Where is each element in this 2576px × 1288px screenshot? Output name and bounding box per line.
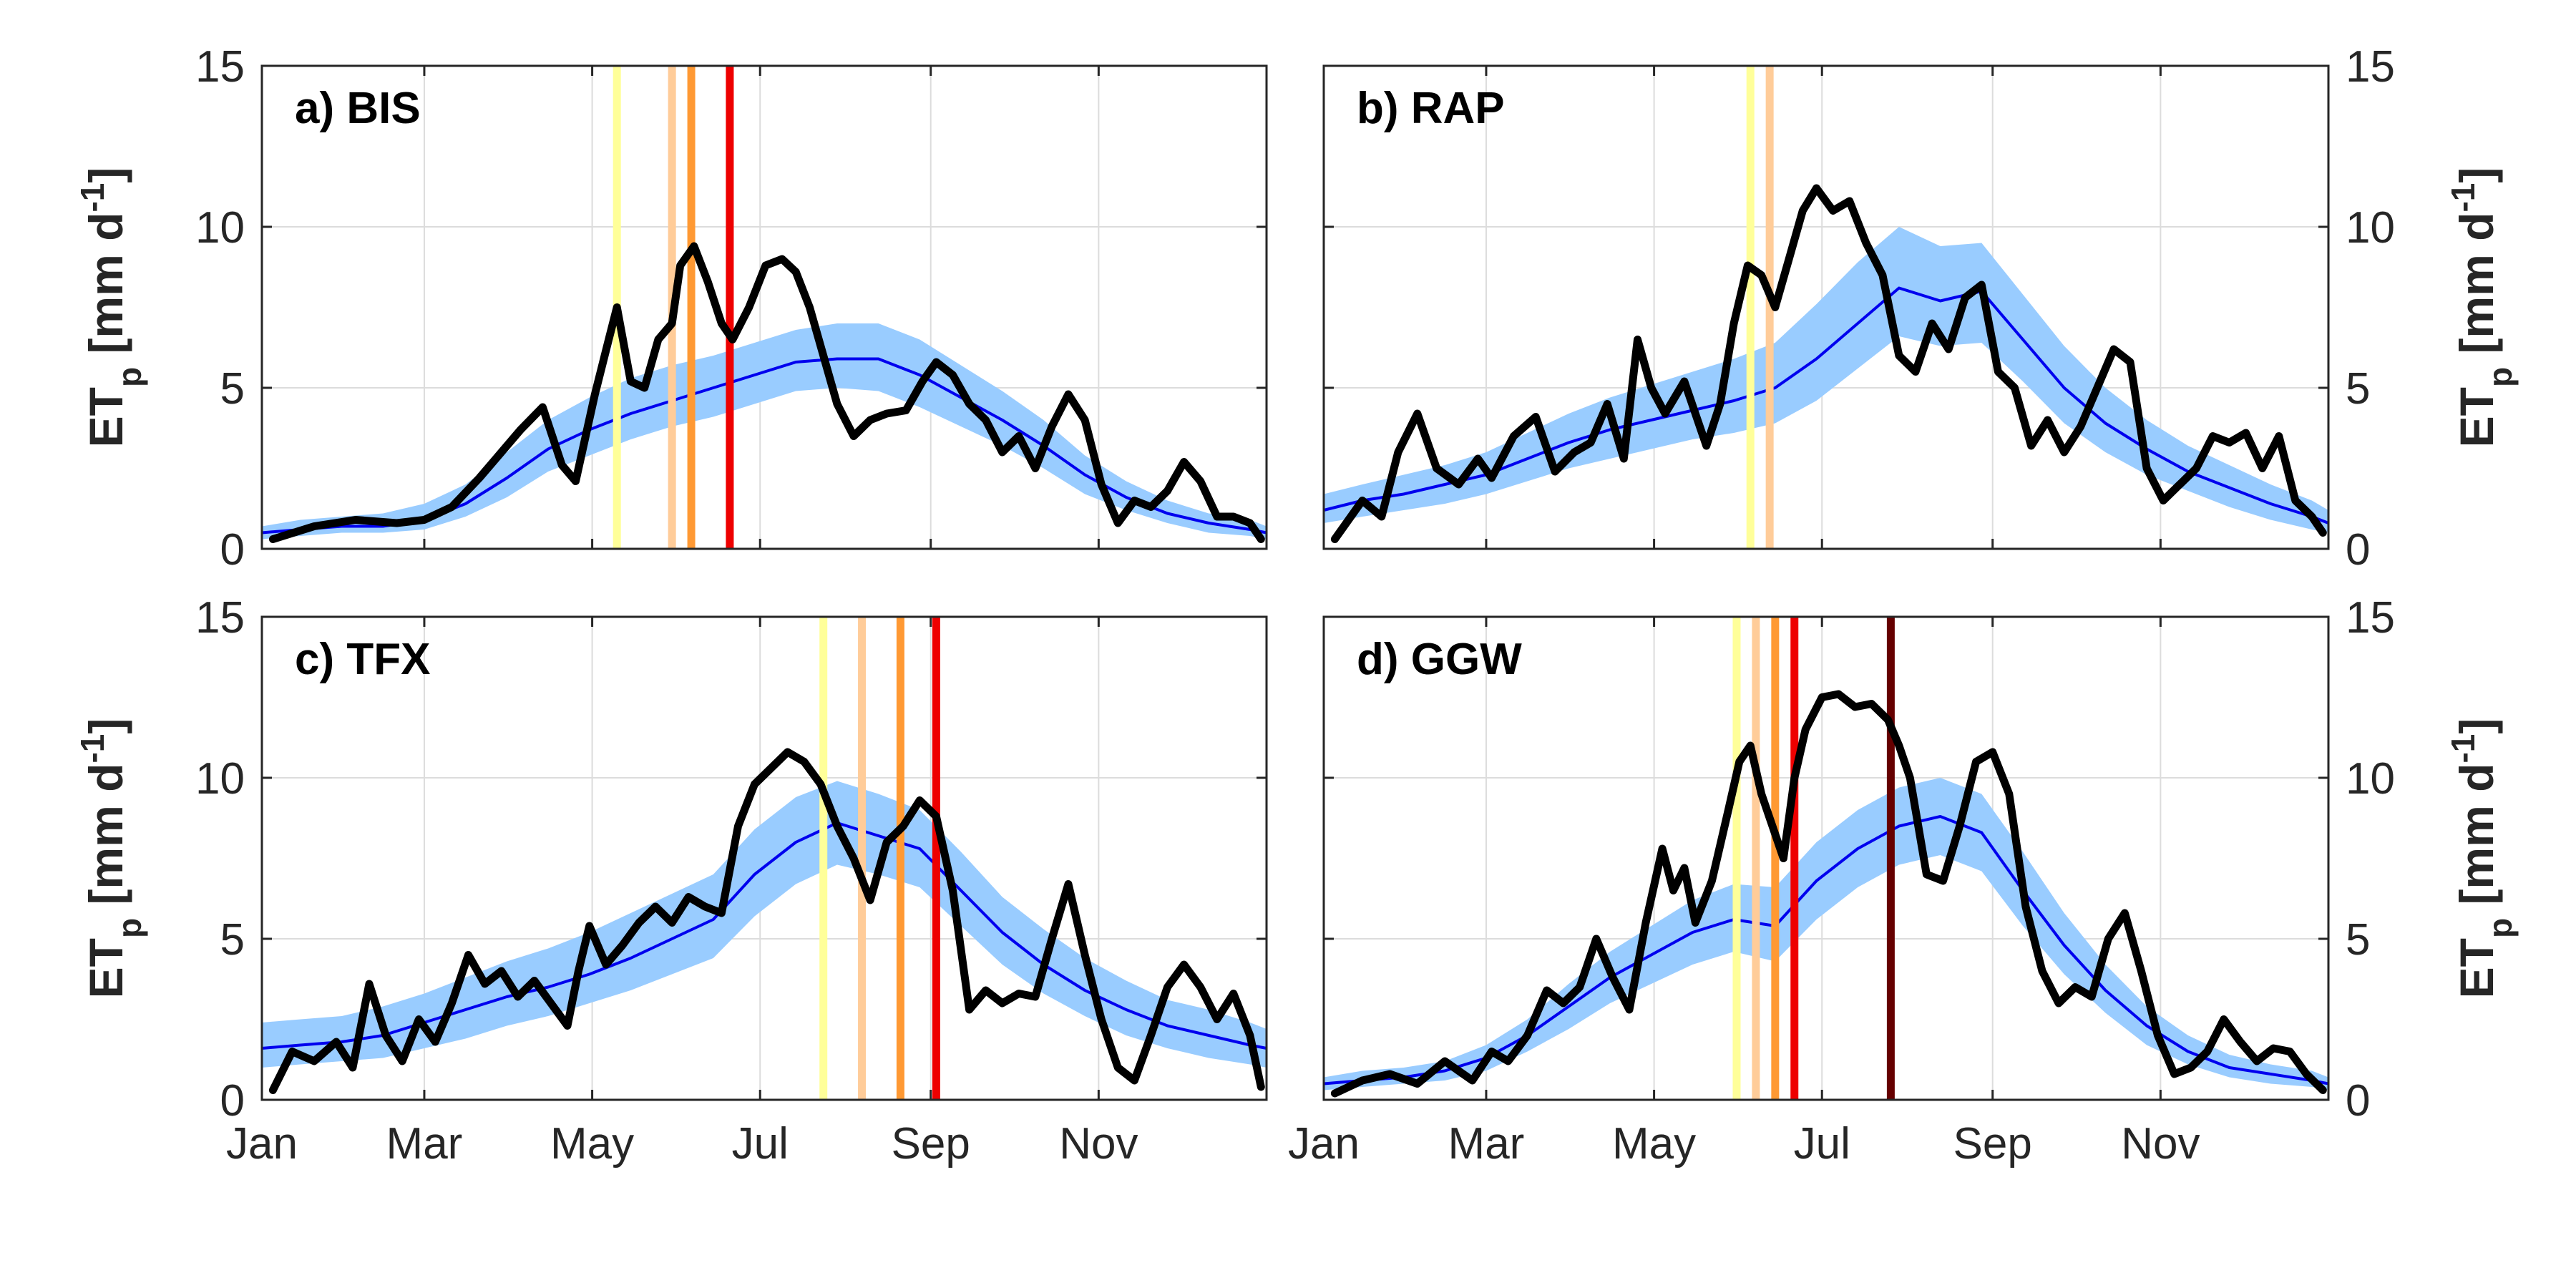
y-tick-label: 10 (2346, 203, 2395, 253)
range-band (1324, 778, 2328, 1091)
y-tick-label: 5 (220, 364, 245, 414)
x-tick-label: Sep (892, 1119, 970, 1169)
y-axis-label-part: p (111, 367, 148, 387)
y-axis-label-part: ] (2450, 167, 2503, 183)
x-tick-label: May (550, 1119, 634, 1169)
y-axis-label-part: -1 (2444, 183, 2482, 213)
y-axis-label-part: ET (2450, 938, 2503, 998)
y-axis-label-4: ETp [mm d-1] (2444, 718, 2519, 999)
x-tick-label: May (1612, 1119, 1696, 1169)
y-axis-label-part: ] (79, 167, 132, 183)
y-axis-label-part: ET (79, 387, 132, 447)
y-tick-label: 5 (2346, 364, 2370, 414)
x-tick-label: Jan (1288, 1119, 1360, 1169)
y-axis-label-3: ETp [mm d-1] (74, 718, 148, 999)
panel-2: 0 5 10 15 b) RAP ETp [mm d-1] (1322, 42, 2519, 575)
x-tick-label: Mar (1448, 1119, 1525, 1169)
y-axis-label-2: ETp [mm d-1] (2444, 167, 2519, 448)
x-tick-label: Mar (386, 1119, 463, 1169)
y-tick-label: 15 (195, 593, 245, 643)
y-tick-label: 10 (195, 754, 245, 804)
panel-title: a) BIS (295, 84, 421, 133)
y-axis-label-part: p (111, 918, 148, 938)
y-tick-label: 10 (2346, 754, 2395, 804)
axes-frame (1322, 64, 2330, 550)
x-tick-label: Nov (2121, 1119, 2200, 1169)
y-axis-label-1: ETp [mm d-1] (74, 167, 148, 448)
x-tick-label: Jul (732, 1119, 789, 1169)
y-axis-label-part: [mm d (2450, 213, 2503, 367)
y-tick-label: 0 (2346, 1076, 2370, 1126)
range-band (262, 323, 1267, 540)
y-axis-label-part: ET (79, 938, 132, 998)
y-axis-label-part: ] (79, 718, 132, 734)
panel-title: c) TFX (295, 635, 430, 684)
y-axis-label-part: -1 (74, 734, 111, 763)
y-tick-label: 5 (220, 915, 245, 965)
panel-title: b) RAP (1357, 84, 1505, 133)
y-axis-label-part: [mm d (79, 213, 132, 367)
y-tick-label: 0 (2346, 525, 2370, 575)
observed-line (1330, 184, 2327, 543)
x-tick-label: Jan (226, 1119, 298, 1169)
panel-title: d) GGW (1357, 635, 1522, 684)
axes-frame (1322, 615, 2330, 1101)
x-tick-label: Jul (1794, 1119, 1850, 1169)
x-tick-label: Nov (1059, 1119, 1138, 1169)
y-axis-label-part: [mm d (79, 763, 132, 918)
y-axis-label-part: -1 (74, 183, 111, 213)
mean-line (261, 821, 1267, 1050)
y-tick-label: 15 (195, 42, 245, 92)
axes-frame (260, 64, 1268, 550)
y-axis-label-part: ] (2450, 718, 2503, 734)
observed-line (1330, 690, 2327, 1098)
x-tick-label: Sep (1953, 1119, 2032, 1169)
y-tick-label: 0 (220, 525, 245, 575)
y-axis-label-part: -1 (2444, 734, 2482, 763)
y-tick-label: 10 (195, 203, 245, 253)
y-tick-label: 5 (2346, 915, 2370, 965)
y-tick-label: 0 (220, 1076, 245, 1126)
y-tick-label: 15 (2346, 593, 2395, 643)
y-axis-label-part: p (2482, 918, 2519, 938)
axes-frame (260, 615, 1268, 1101)
observed-line (268, 748, 1265, 1094)
y-axis-label-part: ET (2450, 387, 2503, 447)
panel-1: 0 5 10 15 a) BIS ETp [mm d-1] (74, 42, 1268, 575)
panel-3: 0 5 10 15 Jan Mar May Jul Sep Nov c) TFX ETp [mm d-… (74, 593, 1268, 1169)
y-axis-label-part: [mm d (2450, 763, 2503, 918)
y-tick-label: 15 (2346, 42, 2395, 92)
observed-line (268, 242, 1265, 543)
y-axis-label-part: p (2482, 367, 2519, 387)
panel-4: 0 5 10 15 Jan Mar May Jul Sep Nov d) GGW ETp [mm d-… (1288, 593, 2519, 1169)
